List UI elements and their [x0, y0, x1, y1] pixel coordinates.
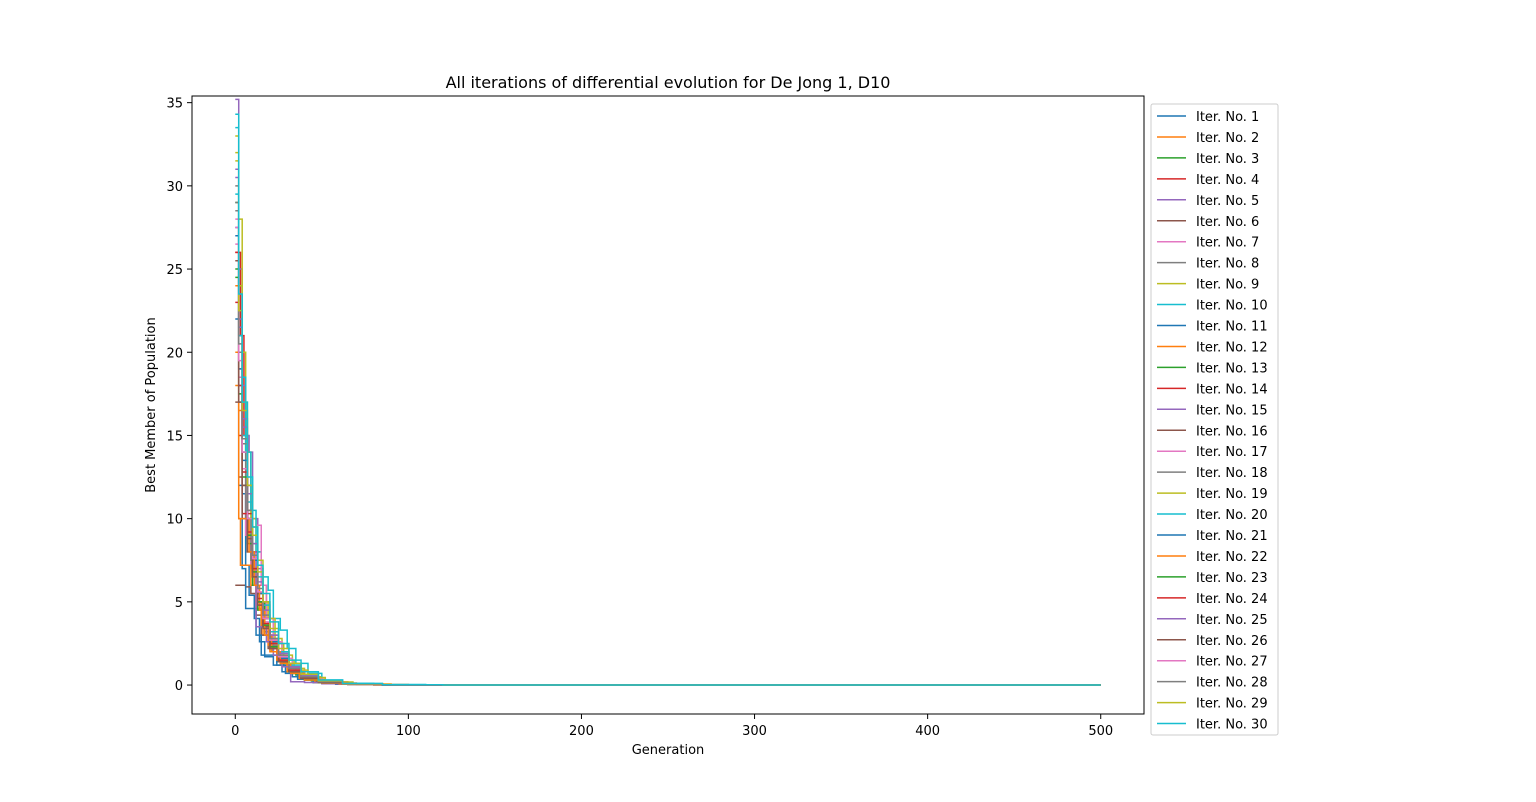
legend-label-12: Iter. No. 12 [1196, 340, 1268, 355]
y-tick-label: 0 [175, 679, 183, 694]
legend-label-3: Iter. No. 3 [1196, 152, 1259, 167]
chart-title: All iterations of differential evolution… [446, 73, 891, 92]
legend-label-18: Iter. No. 18 [1196, 466, 1268, 481]
legend-label-4: Iter. No. 4 [1196, 173, 1259, 188]
legend-label-8: Iter. No. 8 [1196, 257, 1259, 272]
legend-label-10: Iter. No. 10 [1196, 299, 1268, 314]
y-tick-label: 25 [166, 263, 183, 278]
y-tick-label: 5 [175, 596, 183, 611]
x-tick-label: 300 [742, 724, 767, 739]
x-tick-label: 0 [231, 724, 239, 739]
x-tick-label: 100 [396, 724, 421, 739]
x-tick-label: 400 [915, 724, 940, 739]
y-tick-label: 35 [166, 97, 183, 112]
x-tick-label: 500 [1088, 724, 1113, 739]
legend-label-20: Iter. No. 20 [1196, 508, 1268, 523]
legend-label-16: Iter. No. 16 [1196, 424, 1268, 439]
legend-label-7: Iter. No. 7 [1196, 236, 1259, 251]
legend-label-26: Iter. No. 26 [1196, 634, 1268, 649]
legend-label-9: Iter. No. 9 [1196, 278, 1259, 293]
plot-area-frame [191, 95, 1145, 715]
x-axis-label: Generation [632, 743, 705, 758]
y-tick-label: 20 [166, 346, 183, 361]
y-axis-label: Best Member of Population [144, 317, 159, 493]
x-axis-ticks: 0 100 200 300 400 500 [231, 714, 1113, 739]
legend-label-14: Iter. No. 14 [1196, 382, 1268, 397]
series-line-30 [235, 126, 1101, 686]
x-tick-label: 200 [569, 724, 594, 739]
legend-label-22: Iter. No. 22 [1196, 550, 1268, 565]
legend-label-23: Iter. No. 23 [1196, 571, 1268, 586]
legend-label-21: Iter. No. 21 [1196, 529, 1268, 544]
y-tick-label: 30 [166, 180, 183, 195]
legend: Iter. No. 1 Iter. No. 2 Iter. No. 3 Iter. N… [1150, 103, 1279, 736]
legend-label-6: Iter. No. 6 [1196, 215, 1259, 230]
legend-label-5: Iter. No. 5 [1196, 194, 1259, 209]
legend-label-11: Iter. No. 11 [1196, 320, 1268, 335]
y-axis-ticks: 0 5 10 15 20 25 30 35 [166, 97, 192, 694]
legend-entries: Iter. No. 1 Iter. No. 2 Iter. No. 3 Iter. N… [1157, 110, 1268, 733]
legend-label-15: Iter. No. 15 [1196, 403, 1268, 418]
legend-label-27: Iter. No. 27 [1196, 655, 1268, 670]
legend-label-19: Iter. No. 19 [1196, 487, 1268, 502]
legend-label-17: Iter. No. 17 [1196, 445, 1268, 460]
legend-label-29: Iter. No. 29 [1196, 697, 1268, 712]
legend-label-24: Iter. No. 24 [1196, 592, 1268, 607]
y-tick-label: 15 [166, 429, 183, 444]
legend-label-13: Iter. No. 13 [1196, 361, 1268, 376]
legend-label-1: Iter. No. 1 [1196, 110, 1259, 125]
legend-label-2: Iter. No. 2 [1196, 131, 1259, 146]
legend-label-25: Iter. No. 25 [1196, 613, 1268, 628]
legend-label-30: Iter. No. 30 [1196, 718, 1268, 733]
y-tick-label: 10 [166, 513, 183, 528]
series-layer [235, 98, 1101, 686]
legend-label-28: Iter. No. 28 [1196, 676, 1268, 691]
